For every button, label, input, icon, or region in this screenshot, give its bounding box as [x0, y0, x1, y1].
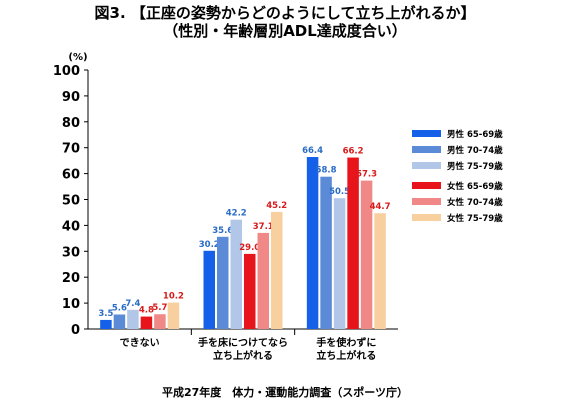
- bar: [360, 180, 373, 329]
- data-label: 42.2: [226, 209, 247, 219]
- category-label: 立ち上がれる: [213, 349, 273, 362]
- data-label: 66.4: [302, 146, 323, 156]
- legend-label: 女性 75-79歳: [447, 213, 503, 224]
- y-tick-label: 0: [71, 323, 80, 338]
- bar: [320, 176, 332, 329]
- y-tick-label: 40: [62, 219, 80, 234]
- y-unit-label: (%): [68, 52, 87, 63]
- chart-title: 図3. 【正座の姿勢からどのようにして立ち上がれるか】: [94, 4, 476, 22]
- legend-label: 男性 70-74歳: [447, 145, 503, 156]
- bar: [244, 253, 256, 329]
- category-label: 手を使わずに: [316, 336, 376, 349]
- y-tick-label: 20: [62, 271, 80, 286]
- bar: [167, 302, 180, 329]
- y-tick-label: 60: [62, 168, 80, 183]
- legend-swatch: [412, 214, 441, 221]
- data-label: 7.4: [125, 299, 140, 309]
- data-label: 5.7: [152, 303, 167, 313]
- bar: [127, 309, 139, 329]
- y-tick-label: 100: [53, 64, 80, 79]
- bar: [230, 219, 242, 329]
- data-label: 35.6: [212, 226, 233, 236]
- data-label: 5.6: [112, 303, 127, 313]
- bar: [333, 198, 346, 329]
- y-tick-label: 90: [62, 90, 80, 105]
- bar: [271, 211, 283, 329]
- legend-label: 男性 75-79歳: [447, 161, 503, 172]
- data-label: 50.5: [329, 187, 350, 197]
- chart-subtitle: （性別・年齢層別ADL達成度合い）: [163, 22, 407, 40]
- bar: [347, 157, 359, 329]
- legend-label: 男性 65-69歳: [447, 129, 503, 140]
- bar: [100, 319, 112, 329]
- legend-label: 女性 70-74歳: [447, 197, 503, 208]
- y-tick-label: 70: [62, 142, 80, 157]
- data-label: 29.0: [239, 243, 260, 253]
- bar: [306, 157, 319, 329]
- bar: [154, 314, 166, 329]
- data-label: 58.8: [316, 166, 337, 176]
- data-label: 44.7: [370, 202, 391, 212]
- category-label: 手を床につけてなら: [198, 336, 288, 349]
- data-label: 66.2: [343, 147, 364, 157]
- legend-swatch: [412, 130, 441, 137]
- data-label: 30.2: [199, 240, 220, 250]
- bar: [217, 236, 229, 329]
- bar: [140, 316, 153, 329]
- data-label: 10.2: [163, 292, 184, 302]
- legend-swatch: [412, 162, 441, 169]
- y-tick-label: 50: [62, 194, 80, 209]
- legend-swatch: [412, 182, 441, 189]
- category-label: 立ち上がれる: [316, 349, 376, 362]
- legend-swatch: [412, 146, 441, 153]
- bar: [203, 250, 215, 329]
- y-tick-label: 80: [62, 116, 80, 131]
- bar: [374, 213, 386, 329]
- bar: [257, 232, 269, 329]
- data-label: 37.1: [253, 222, 274, 232]
- source-note: 平成27年度 体力・運動能力調査（スポーツ庁）: [161, 386, 409, 399]
- legend-swatch: [412, 198, 441, 205]
- y-tick-label: 10: [62, 297, 80, 312]
- data-label: 45.2: [266, 201, 287, 211]
- y-tick-label: 30: [62, 245, 80, 260]
- legend-label: 女性 65-69歳: [447, 181, 503, 192]
- data-label: 4.8: [139, 306, 154, 316]
- data-label: 57.3: [356, 170, 377, 180]
- bar: [113, 314, 126, 329]
- data-label: 3.5: [98, 309, 113, 319]
- category-label: できない: [120, 337, 160, 349]
